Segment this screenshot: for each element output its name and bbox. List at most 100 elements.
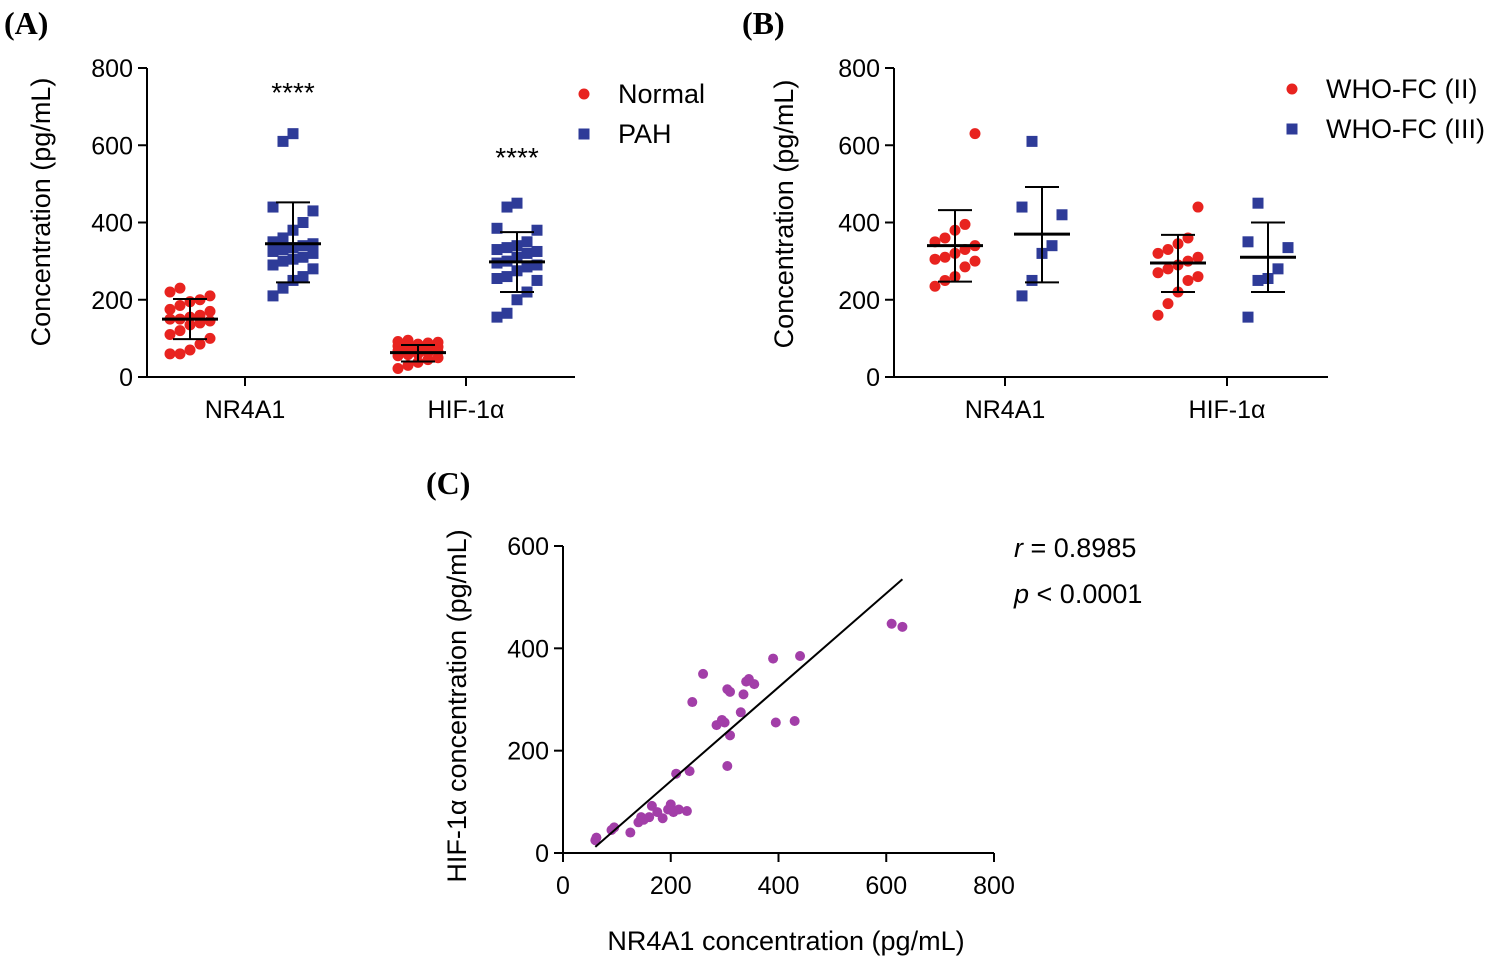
data-point-pah (521, 236, 533, 248)
data-point-who-fc-ii (929, 253, 941, 265)
data-point (687, 697, 698, 708)
data-point-pah (531, 274, 543, 286)
r-value: = 0.8985 (1023, 533, 1136, 563)
panel-c-x-tick-label: 800 (973, 872, 1015, 900)
data-point (735, 707, 746, 718)
data-point-normal (422, 337, 434, 349)
panel-b-points (929, 128, 1294, 323)
data-point (684, 766, 695, 777)
legend-marker-normal (578, 88, 590, 100)
panel-b-y-axis-label: Concentration (pg/mL) (769, 80, 799, 349)
data-point-who-fc-iii (1282, 242, 1294, 254)
data-point-who-fc-iii (1252, 197, 1264, 209)
data-point (897, 621, 908, 632)
legend-label-normal: Normal (618, 79, 705, 109)
data-point-who-fc-iii (1056, 209, 1068, 221)
data-point-normal (204, 315, 216, 327)
panel-c-points (590, 618, 908, 846)
data-point-pah (531, 224, 543, 236)
data-point (768, 653, 779, 664)
correlation-r: r = 0.8985 (1014, 533, 1136, 563)
data-point (722, 761, 733, 772)
r-symbol: r (1014, 533, 1024, 563)
data-point-pah (287, 128, 299, 140)
data-point-normal (174, 300, 186, 312)
data-point (657, 813, 668, 824)
data-point-who-fc-ii (929, 280, 941, 292)
data-point-pah (267, 245, 279, 257)
panel-c-y-axis-label: HIF-1α concentration (pg/mL) (442, 529, 472, 882)
data-point-who-fc-iii (1242, 311, 1254, 323)
data-point-who-fc-ii (1162, 263, 1174, 275)
panel-a-points (164, 128, 543, 375)
data-point-pah (277, 232, 289, 244)
data-point-who-fc-ii (1192, 251, 1204, 263)
data-point-who-fc-iii (1046, 240, 1058, 252)
data-point-normal (164, 286, 176, 298)
panel-b-x-ticks: NR4A1 HIF-1α (965, 377, 1266, 424)
data-point-who-fc-ii (1192, 201, 1204, 213)
panel-a-y-axis-label: Concentration (pg/mL) (26, 78, 56, 347)
panel-a-x-ticks: NR4A1 HIF-1α (205, 377, 505, 424)
data-point-who-fc-iii (1272, 263, 1284, 275)
data-point (795, 651, 806, 662)
panel-a-label: (A) (4, 5, 48, 41)
panel-a-legend: Normal PAH (578, 79, 705, 149)
panel-b-x-tick-label: HIF-1α (1189, 396, 1266, 424)
panel-c: (C) HIF-1α concentration (pg/mL) NR4A1 c… (426, 465, 1142, 956)
panel-c-x-axis-label: NR4A1 concentration (pg/mL) (607, 926, 964, 956)
panel-c-x-tick-label: 0 (556, 872, 570, 900)
data-point (886, 618, 897, 629)
panel-a-y-tick-label: 400 (91, 210, 133, 238)
data-point (609, 822, 620, 833)
data-point (625, 827, 636, 838)
data-point-who-fc-ii (1162, 244, 1174, 256)
data-point-pah (501, 307, 513, 319)
data-point-normal (184, 344, 196, 356)
panel-c-x-tick-label: 200 (650, 872, 692, 900)
panel-a-x-tick-label: NR4A1 (205, 396, 286, 424)
data-point-normal (164, 329, 176, 341)
panel-c-y-tick-label: 600 (507, 533, 549, 561)
data-point-normal (174, 325, 186, 337)
panel-b-x-tick-label: NR4A1 (965, 396, 1046, 424)
data-point-pah (297, 271, 309, 283)
data-point-pah (491, 311, 503, 323)
data-point-who-fc-iii (1026, 135, 1038, 147)
data-point-pah (511, 294, 523, 306)
legend-label-who-fc-iii: WHO-FC (III) (1326, 114, 1485, 144)
data-point-pah (307, 247, 319, 259)
data-point-who-fc-ii (1182, 255, 1194, 267)
data-point-who-fc-ii (969, 128, 981, 140)
data-point (673, 804, 684, 815)
data-point-pah (297, 240, 309, 252)
significance-label: **** (271, 77, 315, 108)
panel-b-y-tick-label: 600 (838, 132, 880, 160)
data-point-pah (277, 135, 289, 147)
panel-a-x-tick-label: HIF-1α (428, 396, 505, 424)
panel-c-y-tick-label: 400 (507, 635, 549, 663)
data-point-pah (531, 259, 543, 271)
data-point-normal (402, 334, 414, 346)
panel-b-error-bars (927, 185, 1296, 294)
data-point-pah (267, 201, 279, 213)
data-point-normal (204, 290, 216, 302)
data-point-pah (501, 201, 513, 213)
data-point-pah (501, 242, 513, 254)
data-point-normal (164, 303, 176, 315)
data-point-normal (392, 335, 404, 347)
panel-c-x-tick-label: 400 (758, 872, 800, 900)
data-point-who-fc-ii (1182, 274, 1194, 286)
data-point (738, 689, 749, 700)
data-point-pah (491, 222, 503, 234)
data-point-normal (392, 363, 404, 375)
data-point (591, 832, 602, 843)
panel-a: (A) Concentration (pg/mL) 0200400600800 … (4, 5, 705, 424)
legend-marker-who-fc-ii (1286, 83, 1298, 95)
data-point-normal (194, 338, 206, 350)
data-point-normal (402, 359, 414, 371)
panel-b-y-ticks: 0 200 400 600 800 (838, 55, 894, 392)
p-symbol: p (1013, 579, 1029, 609)
data-point (725, 686, 736, 697)
